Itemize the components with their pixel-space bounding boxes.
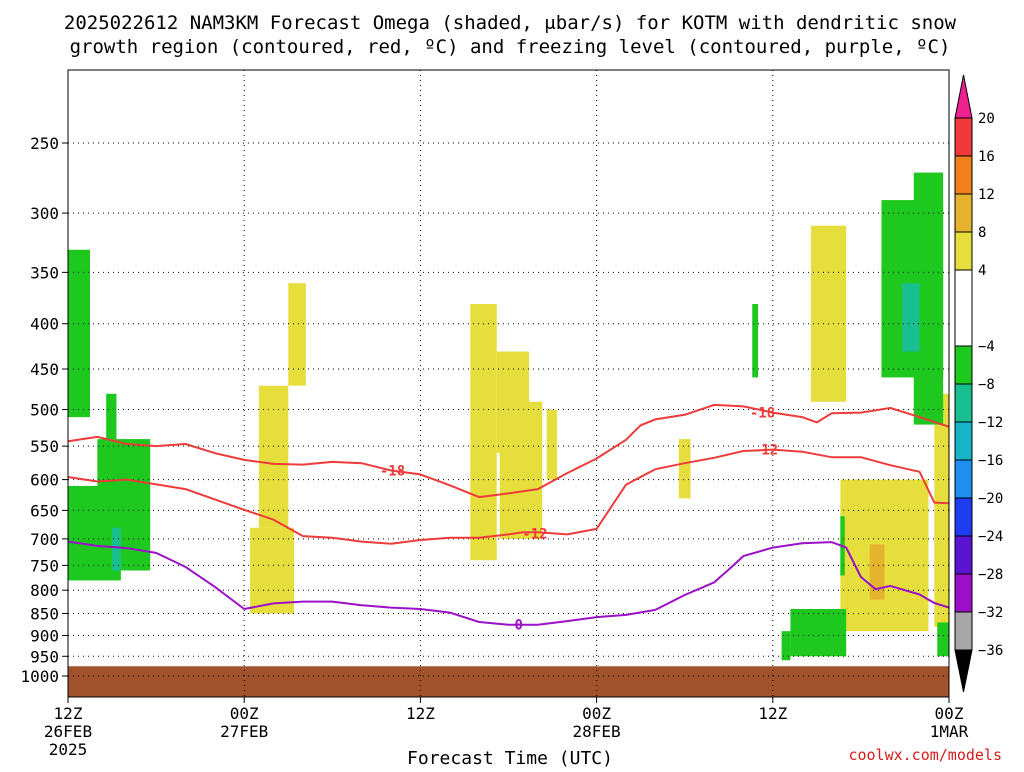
contour-lines bbox=[68, 403, 949, 626]
colorbar-bottom-triangle bbox=[954, 649, 973, 693]
colorbar-label-4: 4 bbox=[978, 263, 986, 279]
omega-region-2 bbox=[499, 401, 543, 539]
x-axis-title: Forecast Time (UTC) bbox=[407, 748, 613, 768]
x-tick-label-36-line1: 00Z bbox=[582, 704, 611, 723]
colorbar-label-11: −28 bbox=[978, 567, 1003, 583]
colorbar-label-2: 12 bbox=[978, 187, 995, 203]
y-tick-label-550: 550 bbox=[30, 437, 59, 456]
x-tick-label-12-line1: 00Z bbox=[230, 704, 259, 723]
omega-region-20 bbox=[937, 622, 949, 657]
colorbar-segment-4 bbox=[954, 269, 973, 347]
ground-layer bbox=[68, 666, 949, 697]
colorbar-label-7: −12 bbox=[978, 415, 1003, 431]
contour-line--12 bbox=[68, 448, 949, 545]
plot-frame bbox=[67, 69, 950, 698]
credit-text: coolwx.com/models bbox=[848, 746, 1002, 764]
colorbar-segment-11 bbox=[954, 573, 973, 613]
omega-region-7 bbox=[678, 439, 691, 499]
x-tick-label-24-line1: 12Z bbox=[406, 704, 435, 723]
colorbar-segment-12 bbox=[954, 611, 973, 651]
colorbar-segment-6 bbox=[954, 383, 973, 423]
colorbar-label-3: 8 bbox=[978, 225, 986, 241]
colorbar-label-6: −8 bbox=[978, 377, 995, 393]
colorbar-label-5: −4 bbox=[978, 339, 995, 355]
x-tick-label-48-line1: 12Z bbox=[758, 704, 787, 723]
x-tick-label-0-line1: 12Z bbox=[54, 704, 83, 723]
omega-region-5 bbox=[258, 385, 289, 528]
y-tick-label-900: 900 bbox=[30, 626, 59, 645]
omega-region-15 bbox=[106, 393, 117, 440]
colorbar-label-9: −20 bbox=[978, 491, 1003, 507]
omega-region-11 bbox=[869, 544, 885, 600]
y-tick-label-300: 300 bbox=[30, 204, 59, 223]
colorbar-segment-9 bbox=[954, 497, 973, 537]
y-tick-label-950: 950 bbox=[30, 647, 59, 666]
x-tick-label-60-line1: 00Z bbox=[935, 704, 964, 723]
omega-region-21 bbox=[752, 303, 759, 378]
ground-fill bbox=[68, 666, 949, 697]
contour-line-0 bbox=[68, 540, 949, 626]
colorbar-segment-5 bbox=[954, 345, 973, 385]
omega-shading bbox=[68, 172, 949, 661]
y-tick-label-750: 750 bbox=[30, 556, 59, 575]
x-tick-label-0-line3: 2025 bbox=[49, 740, 88, 759]
y-tick-label-800: 800 bbox=[30, 581, 59, 600]
colorbar-label-1: 16 bbox=[978, 149, 995, 165]
colorbar-label-12: −32 bbox=[978, 605, 1003, 621]
x-tick-label-60-line2: 1MAR bbox=[930, 722, 969, 741]
y-tick-label-700: 700 bbox=[30, 530, 59, 549]
y-tick-label-600: 600 bbox=[30, 471, 59, 490]
colorbar-segment-3 bbox=[954, 231, 973, 271]
contour-label--12-1: -12 bbox=[753, 443, 778, 459]
y-tick-label-450: 450 bbox=[30, 360, 59, 379]
chart-title-line2: growth region (contoured, red, ºC) and f… bbox=[70, 36, 951, 58]
contour-label--18-1: -18 bbox=[750, 406, 775, 422]
colorbar: 20 16 12 8 4 −4 −8 −12 −16 −20 −24 −28 −32 −36 bbox=[954, 74, 1003, 693]
contour-label--18-0: -18 bbox=[380, 464, 405, 480]
grid-lines bbox=[67, 70, 950, 697]
omega-region-18 bbox=[790, 608, 847, 657]
colorbar-label-0: 20 bbox=[978, 111, 995, 127]
colorbar-segment-2 bbox=[954, 193, 973, 233]
x-tick-label-0-line2: 26FEB bbox=[44, 722, 92, 741]
y-tick-label-500: 500 bbox=[30, 401, 59, 420]
colorbar-label-10: −24 bbox=[978, 529, 1003, 545]
y-tick-label-850: 850 bbox=[30, 605, 59, 624]
y-tick-label-1000: 1000 bbox=[20, 667, 59, 686]
y-axis: 250 300 350 400 450 500 550 600 650 700 750 800 850 9… bbox=[20, 134, 68, 686]
colorbar-segment-10 bbox=[954, 535, 973, 575]
omega-region-6 bbox=[288, 283, 306, 386]
omega-region-19 bbox=[781, 631, 791, 661]
omega-region-3 bbox=[546, 409, 557, 480]
omega-region-10 bbox=[934, 393, 949, 627]
contour-labels: -18 -18 -12 -12 0 bbox=[380, 406, 778, 634]
contour-label-0-0: 0 bbox=[515, 618, 523, 634]
y-tick-label-250: 250 bbox=[30, 134, 59, 153]
omega-region-24 bbox=[112, 527, 121, 571]
colorbar-label-8: −16 bbox=[978, 453, 1003, 469]
y-tick-label-350: 350 bbox=[30, 263, 59, 282]
contour-line--18 bbox=[68, 403, 949, 499]
x-tick-label-12-line2: 27FEB bbox=[220, 722, 268, 741]
y-tick-label-400: 400 bbox=[30, 315, 59, 334]
colorbar-segment-1 bbox=[954, 155, 973, 195]
colorbar-segment-0 bbox=[954, 117, 973, 157]
colorbar-top-triangle bbox=[954, 74, 973, 119]
omega-region-4 bbox=[250, 527, 295, 614]
chart-title-line1: 2025022612 NAM3KM Forecast Omega (shaded… bbox=[64, 12, 957, 34]
x-tick-label-36-line2: 28FEB bbox=[573, 722, 621, 741]
omega-region-0 bbox=[470, 303, 497, 561]
contour-label--12-0: -12 bbox=[522, 526, 547, 542]
omega-region-12 bbox=[68, 249, 91, 418]
omega-region-23 bbox=[902, 283, 920, 352]
colorbar-segment-7 bbox=[954, 421, 973, 461]
omega-region-8 bbox=[810, 225, 847, 402]
colorbar-label-13: −36 bbox=[978, 643, 1003, 659]
y-tick-label-650: 650 bbox=[30, 501, 59, 520]
colorbar-segment-8 bbox=[954, 459, 973, 499]
